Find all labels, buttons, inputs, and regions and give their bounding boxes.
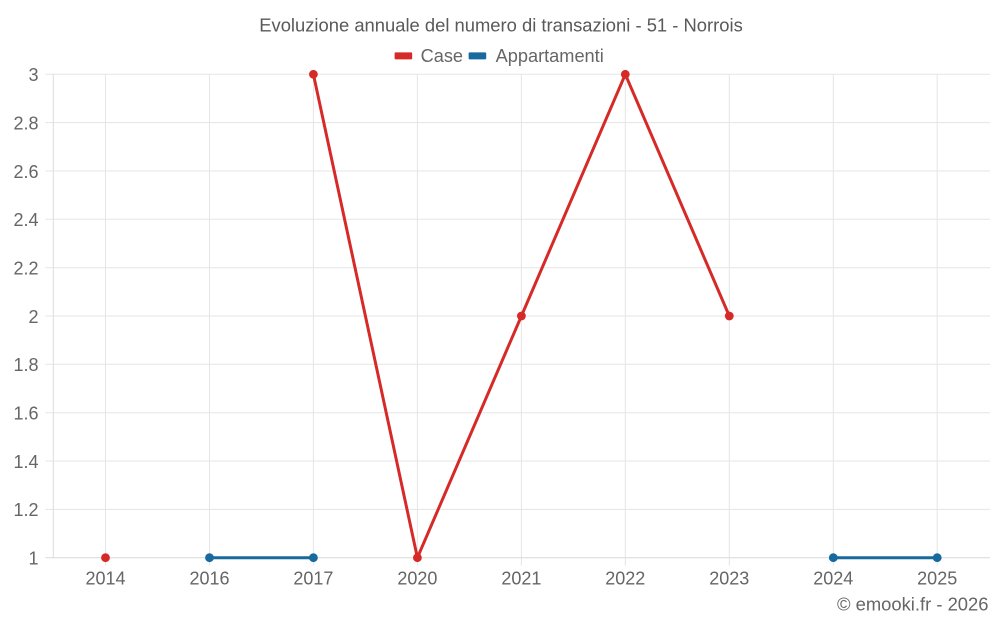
- svg-text:1: 1: [28, 549, 38, 569]
- svg-text:1.8: 1.8: [13, 355, 38, 375]
- svg-text:1.4: 1.4: [13, 452, 38, 472]
- svg-text:2023: 2023: [709, 569, 749, 589]
- svg-text:2: 2: [28, 307, 38, 327]
- svg-text:2017: 2017: [293, 569, 333, 589]
- svg-text:2.8: 2.8: [13, 113, 38, 133]
- svg-text:2014: 2014: [85, 569, 125, 589]
- svg-text:1.6: 1.6: [13, 404, 38, 424]
- svg-text:2.2: 2.2: [13, 259, 38, 279]
- svg-text:2016: 2016: [189, 569, 229, 589]
- svg-text:© emooki.fr - 2026: © emooki.fr - 2026: [837, 593, 989, 614]
- svg-text:2025: 2025: [917, 569, 957, 589]
- svg-text:1.2: 1.2: [13, 500, 38, 520]
- svg-text:Case: Case: [421, 46, 463, 66]
- svg-text:2.6: 2.6: [13, 162, 38, 182]
- svg-text:Appartamenti: Appartamenti: [496, 46, 604, 66]
- svg-text:2021: 2021: [501, 569, 541, 589]
- svg-text:2024: 2024: [813, 569, 853, 589]
- svg-text:2.4: 2.4: [13, 210, 38, 230]
- svg-text:Evoluzione annuale del numero: Evoluzione annuale del numero di transaz…: [259, 15, 743, 36]
- svg-text:2022: 2022: [605, 569, 645, 589]
- svg-text:2020: 2020: [397, 569, 437, 589]
- svg-text:3: 3: [28, 65, 38, 85]
